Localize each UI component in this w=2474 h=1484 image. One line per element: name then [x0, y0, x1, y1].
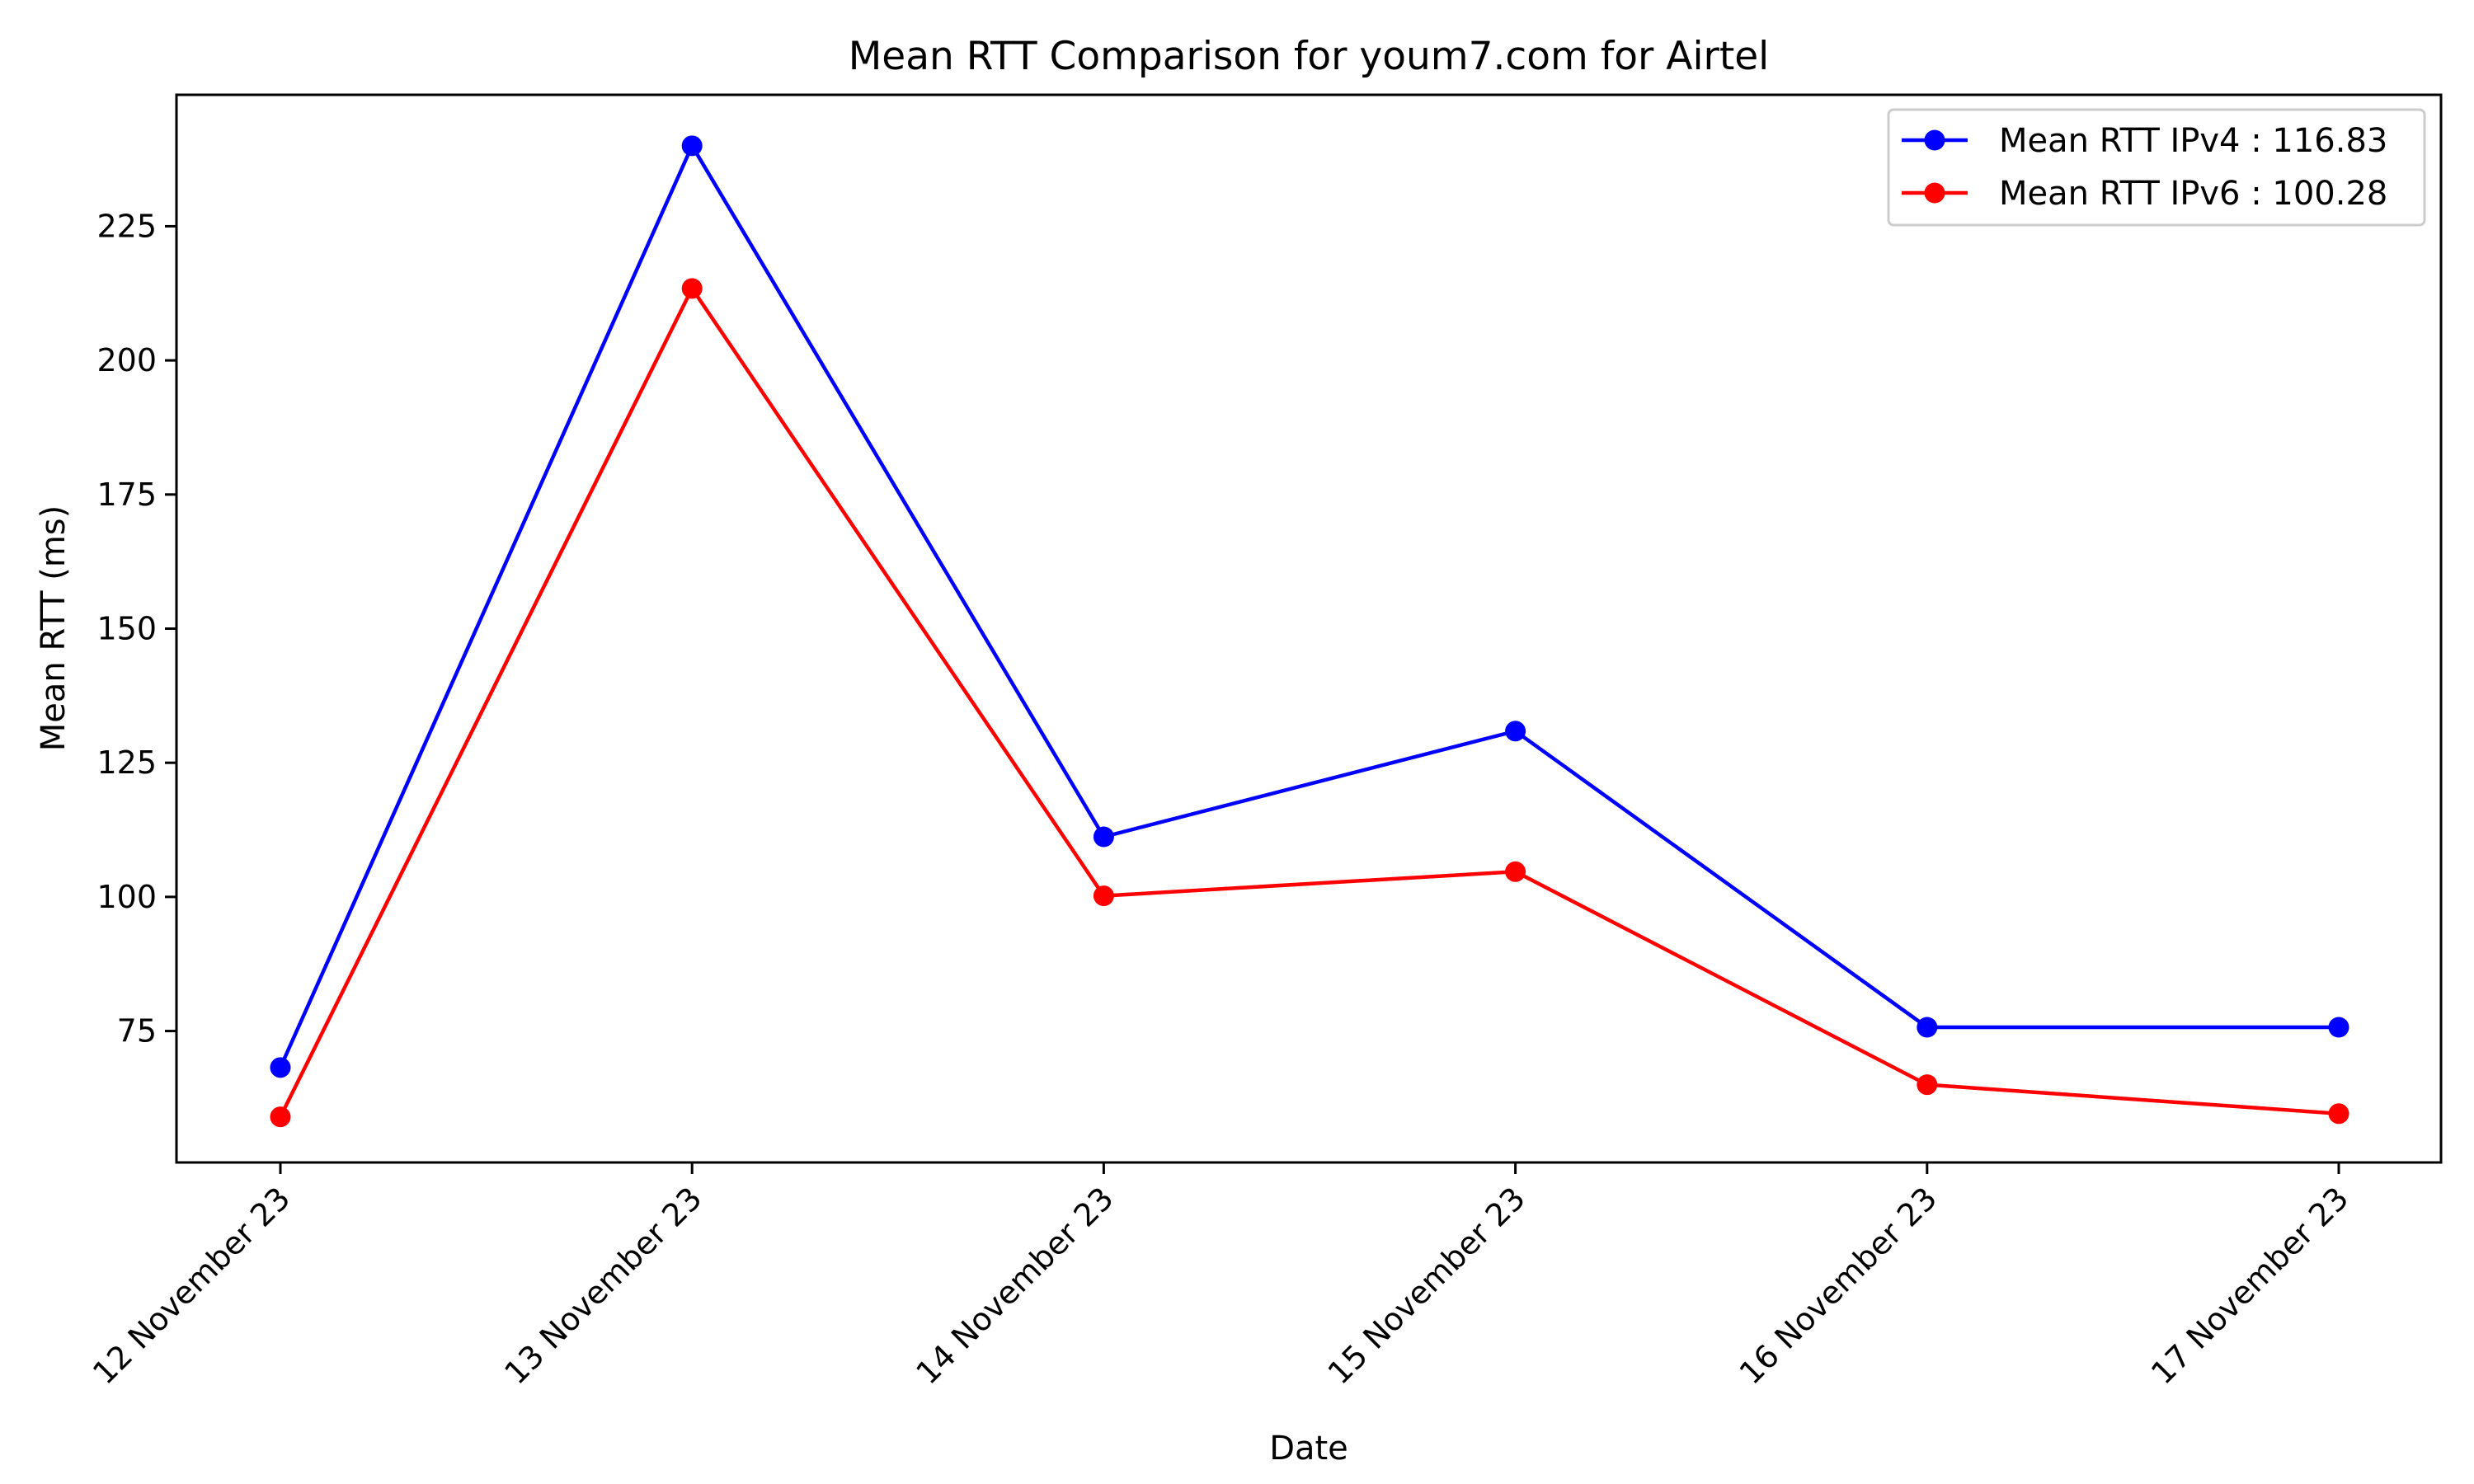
series-1-point	[270, 1057, 291, 1078]
series-2-point	[681, 278, 703, 299]
legend-label-1: Mean RTT IPv4 : 116.83	[1999, 122, 2387, 160]
series-1-point	[2328, 1017, 2349, 1038]
y-tick-label: 225	[96, 208, 157, 244]
series-2-point	[1505, 861, 1526, 882]
y-tick-label: 150	[96, 611, 157, 647]
y-axis-label: Mean RTT (ms)	[35, 505, 73, 751]
x-axis-label: Date	[1269, 1430, 1348, 1468]
series-1-point	[681, 135, 703, 157]
legend-frame	[1887, 108, 2426, 227]
y-tick-label: 125	[96, 744, 157, 781]
y-tick-label: 200	[96, 342, 157, 378]
legend: Mean RTT IPv4 : 116.83 Mean RTT IPv6 : 10…	[1887, 108, 2426, 227]
y-tick-label: 100	[96, 879, 157, 915]
series-line-1	[278, 143, 2339, 1068]
series-2-point	[270, 1106, 291, 1128]
legend-label-2: Mean RTT IPv6 : 100.28	[1999, 175, 2387, 213]
series-1-point	[1917, 1017, 1938, 1038]
chart-title: Mean RTT Comparison for youm7.com for Ai…	[849, 34, 1769, 79]
series-2-point	[1093, 885, 1114, 907]
series-1-point	[1505, 721, 1526, 742]
series-1-point	[1093, 826, 1114, 848]
legend-marker-2	[1924, 182, 1945, 204]
series-2-point	[2328, 1103, 2349, 1125]
series-layer	[270, 135, 2349, 1128]
series-2-point	[1917, 1074, 1938, 1096]
y-tick-label: 175	[96, 477, 157, 513]
series-line-2	[278, 286, 2340, 1118]
y-tick-label: 75	[117, 1013, 157, 1050]
y-axis: 75 100 125 150 175 200 225	[96, 208, 176, 1050]
legend-marker-1	[1924, 129, 1945, 151]
